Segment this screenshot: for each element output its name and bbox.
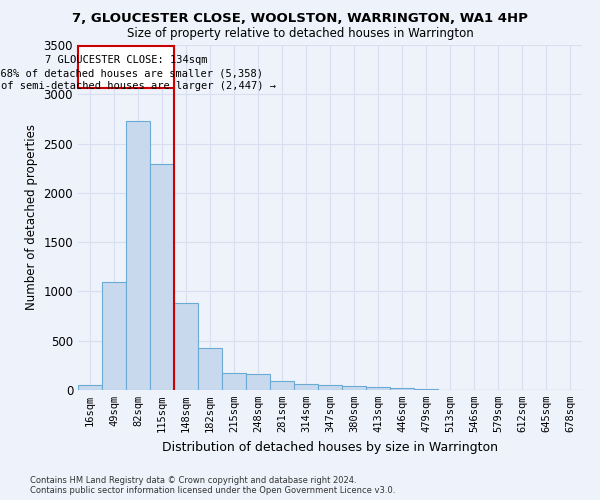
- Bar: [246, 374, 270, 390]
- Text: Contains public sector information licensed under the Open Government Licence v3: Contains public sector information licen…: [30, 486, 395, 495]
- Text: 7 GLOUCESTER CLOSE: 134sqm: 7 GLOUCESTER CLOSE: 134sqm: [45, 55, 207, 65]
- Bar: [390, 388, 414, 390]
- Bar: [222, 373, 246, 390]
- X-axis label: Distribution of detached houses by size in Warrington: Distribution of detached houses by size …: [162, 440, 498, 454]
- Text: Contains HM Land Registry data © Crown copyright and database right 2024.: Contains HM Land Registry data © Crown c…: [30, 476, 356, 485]
- Bar: [198, 348, 222, 390]
- Text: 31% of semi-detached houses are larger (2,447) →: 31% of semi-detached houses are larger (…: [0, 82, 276, 92]
- Bar: [150, 164, 174, 390]
- Y-axis label: Number of detached properties: Number of detached properties: [25, 124, 38, 310]
- Bar: [414, 389, 438, 390]
- Bar: [78, 385, 102, 390]
- Bar: [102, 282, 126, 390]
- Text: 7, GLOUCESTER CLOSE, WOOLSTON, WARRINGTON, WA1 4HP: 7, GLOUCESTER CLOSE, WOOLSTON, WARRINGTO…: [72, 12, 528, 26]
- Bar: [318, 385, 342, 390]
- Bar: [270, 380, 294, 390]
- Bar: [78, 46, 174, 88]
- Bar: [342, 386, 366, 390]
- Bar: [366, 387, 390, 390]
- Text: Size of property relative to detached houses in Warrington: Size of property relative to detached ho…: [127, 28, 473, 40]
- Bar: [126, 121, 150, 390]
- Bar: [294, 384, 318, 390]
- Bar: [174, 304, 198, 390]
- Text: ← 68% of detached houses are smaller (5,358): ← 68% of detached houses are smaller (5,…: [0, 68, 263, 78]
